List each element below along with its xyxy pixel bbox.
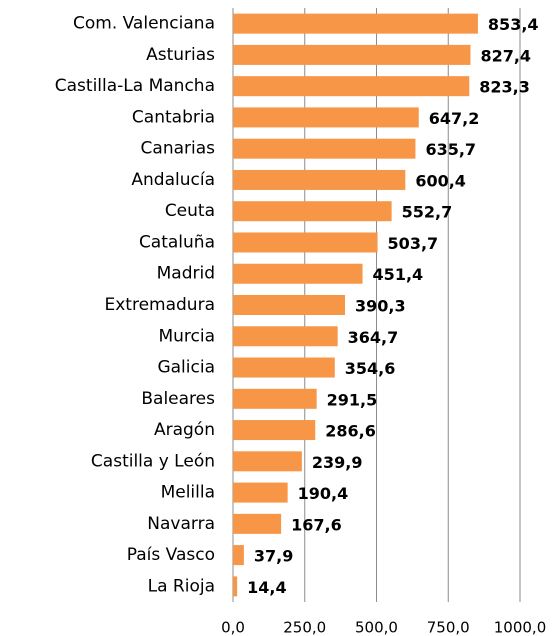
y-tick-label: Madrid bbox=[157, 264, 215, 284]
y-tick-label: Murcia bbox=[158, 326, 215, 346]
x-tick-label: 750,0 bbox=[427, 619, 470, 636]
bar bbox=[233, 232, 378, 253]
bar bbox=[233, 13, 478, 34]
data-label: 823,3 bbox=[479, 78, 530, 97]
x-tick-label: 0,0 bbox=[221, 619, 245, 636]
data-label: 354,6 bbox=[345, 359, 396, 378]
y-tick-label: Asturias bbox=[146, 45, 215, 65]
data-label: 364,7 bbox=[348, 328, 399, 347]
data-label: 600,4 bbox=[415, 171, 466, 190]
y-tick-label: Cataluña bbox=[139, 232, 215, 252]
x-tick-label: 500,0 bbox=[355, 619, 398, 636]
y-tick-label: Canarias bbox=[141, 139, 216, 159]
y-tick-label: Ceuta bbox=[165, 201, 215, 221]
bar bbox=[233, 576, 238, 597]
data-label: 451,4 bbox=[373, 265, 424, 284]
bar bbox=[233, 326, 338, 347]
x-tick-label: 250,0 bbox=[283, 619, 326, 636]
bar bbox=[233, 295, 346, 315]
data-label: 239,9 bbox=[312, 453, 363, 472]
bar bbox=[233, 388, 317, 409]
bar bbox=[233, 451, 302, 472]
y-tick-label: Cantabria bbox=[132, 107, 215, 127]
data-label: 14,4 bbox=[247, 578, 286, 597]
y-tick-label: Galicia bbox=[157, 358, 215, 378]
data-label: 853,4 bbox=[488, 15, 539, 34]
bar bbox=[233, 357, 335, 378]
bar bbox=[233, 169, 406, 190]
y-tick-label: Extremadura bbox=[105, 295, 216, 315]
data-label: 286,6 bbox=[325, 422, 376, 441]
y-tick-label: País Vasco bbox=[127, 545, 215, 565]
bar bbox=[233, 107, 419, 128]
data-label: 37,9 bbox=[254, 547, 293, 566]
bar bbox=[233, 513, 282, 534]
bar bbox=[233, 76, 470, 97]
data-label: 291,5 bbox=[327, 390, 378, 409]
bar bbox=[233, 482, 288, 503]
data-label: 390,3 bbox=[355, 297, 406, 316]
data-label: 827,4 bbox=[480, 46, 531, 65]
bar bbox=[233, 138, 416, 159]
bar bbox=[233, 44, 471, 65]
x-tick-label: 1000,0 bbox=[494, 619, 547, 636]
y-tick-label: Baleares bbox=[141, 389, 215, 409]
data-label: 635,7 bbox=[425, 140, 476, 159]
y-tick-label: Melilla bbox=[161, 483, 215, 503]
data-label: 647,2 bbox=[429, 109, 480, 128]
bar bbox=[233, 545, 244, 566]
bar bbox=[233, 263, 363, 284]
data-label: 552,7 bbox=[402, 203, 453, 222]
y-tick-label: Castilla y León bbox=[91, 451, 215, 471]
y-tick-label: Andalucía bbox=[131, 170, 215, 190]
data-label: 190,4 bbox=[298, 484, 349, 503]
bar bbox=[233, 420, 316, 441]
data-label: 503,7 bbox=[388, 234, 439, 253]
y-tick-label: La Rioja bbox=[148, 576, 215, 596]
y-tick-label: Com. Valenciana bbox=[73, 14, 215, 34]
y-tick-label: Navarra bbox=[147, 514, 215, 534]
y-tick-label: Castilla-La Mancha bbox=[55, 76, 215, 96]
bar bbox=[233, 201, 392, 222]
y-tick-label: Aragón bbox=[154, 420, 215, 440]
data-label: 167,6 bbox=[291, 515, 342, 534]
